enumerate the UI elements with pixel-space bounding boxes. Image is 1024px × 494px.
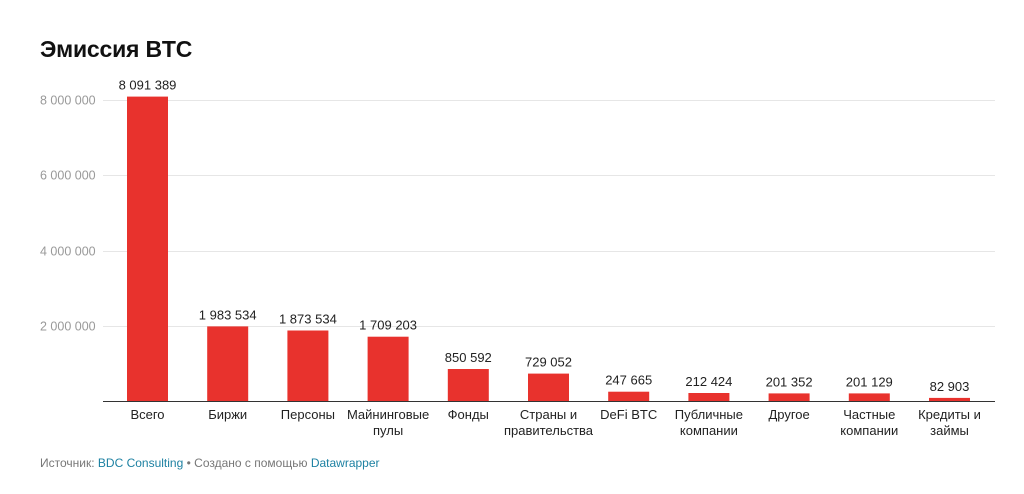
- y-tick-label: 4 000 000: [40, 245, 96, 259]
- chart-footer: Источник: BDC Consulting • Создано с пом…: [40, 456, 380, 470]
- data-label: 850 592: [445, 350, 492, 365]
- y-tick-label: 2 000 000: [40, 320, 96, 334]
- x-tick-label: Публичные компании: [675, 407, 743, 438]
- chart-title: Эмиссия BTC: [40, 36, 193, 62]
- bar: [287, 330, 329, 401]
- bar: [447, 369, 489, 401]
- labels-layer: 8 091 389 Всего 1 983 534 Биржи 1 873 534 Пер…: [103, 78, 995, 438]
- bar: [929, 397, 970, 401]
- bar: [608, 391, 650, 401]
- datawrapper-link[interactable]: Datawrapper: [310, 456, 380, 470]
- data-label: 1 983 534: [199, 307, 257, 322]
- bar: [207, 326, 249, 401]
- y-tick-label: 8 000 000: [40, 94, 96, 108]
- x-tick-label: Персоны: [281, 407, 335, 422]
- x-tick-label: Другое: [768, 407, 809, 422]
- x-tick-label: Майнинговые пулы: [347, 407, 429, 438]
- source-link[interactable]: BDC Consulting: [97, 456, 184, 470]
- bars-layer: [127, 96, 970, 401]
- data-label: 247 665: [605, 373, 652, 388]
- data-label: 212 424: [685, 374, 732, 389]
- bar: [127, 96, 168, 401]
- footer-separator: •: [183, 456, 195, 470]
- x-tick-label: Биржи: [208, 407, 247, 422]
- data-label: 729 052: [525, 355, 572, 370]
- bar: [528, 373, 569, 401]
- x-tick-label: Страны и правительства: [504, 407, 594, 438]
- bar: [367, 336, 409, 401]
- x-tick-label: DeFi BTC: [600, 407, 657, 422]
- data-label: 1 709 203: [359, 318, 417, 333]
- source-prefix: Источник:: [40, 456, 98, 470]
- x-tick-label: Всего: [130, 407, 164, 422]
- data-label: 201 129: [846, 374, 893, 389]
- x-tick-label: Кредиты и займы: [918, 407, 981, 438]
- data-label: 201 352: [766, 374, 813, 389]
- grid-layer: 2 000 000 4 000 000 6 000 000 8 000 000: [40, 94, 995, 334]
- bar: [848, 393, 890, 401]
- bar: [688, 393, 730, 401]
- x-tick-label: Частные компании: [840, 407, 898, 438]
- data-label: 8 091 389: [119, 78, 177, 93]
- y-tick-label: 6 000 000: [40, 169, 96, 183]
- bar: [768, 393, 810, 401]
- x-tick-label: Фонды: [448, 407, 489, 422]
- data-label: 1 873 534: [279, 312, 337, 327]
- data-label: 82 903: [930, 379, 970, 394]
- created-prefix: Создано с помощью: [194, 456, 311, 470]
